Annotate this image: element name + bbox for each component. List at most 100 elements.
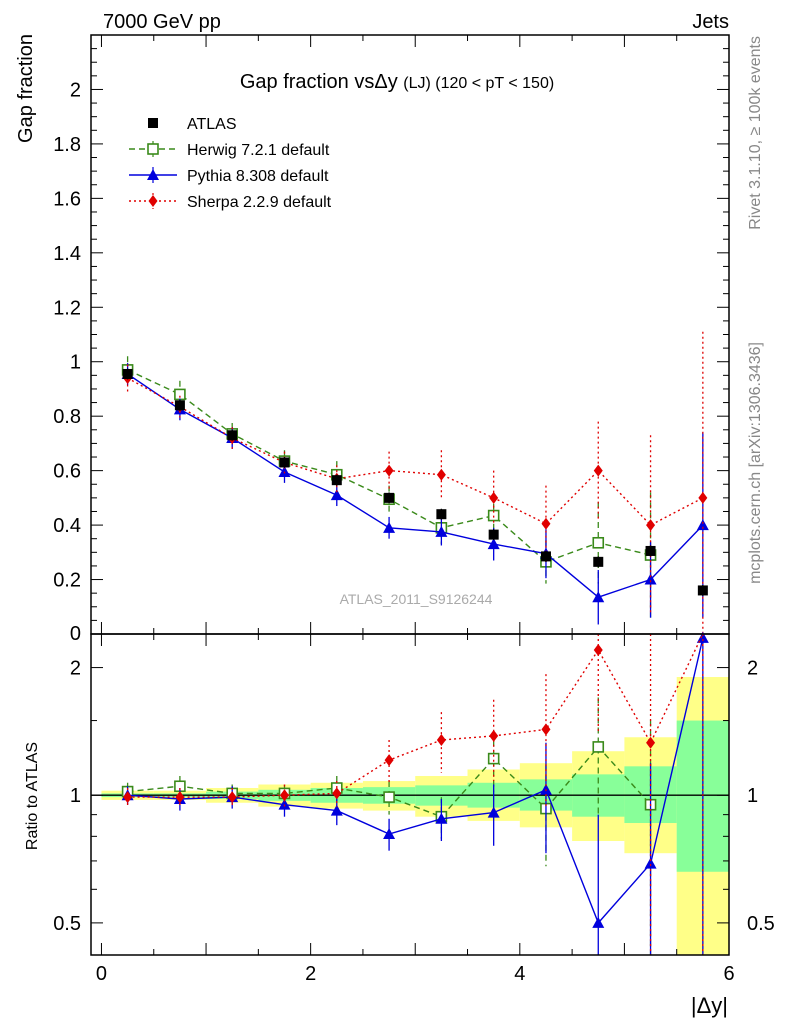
upper-point-sherpa [593,464,603,477]
upper-ytick-label: 1.4 [53,243,81,265]
lower-ylabel: Ratio to ATLAS [24,742,41,850]
lower-point-sherpa [489,729,499,742]
legend: ATLAS Herwig 7.2.1 default Pythia 8.308 de… [129,116,332,211]
lower-point-pythia [435,812,448,824]
lower-point-herwig [592,741,605,753]
upper-point-atlas [645,545,656,556]
chart-title: Gap fraction vsΔy (LJ) (120 < pT < 150) [240,71,554,93]
lower-xlabel: |Δy| [691,993,728,1018]
legend-marker-herwig [147,143,159,155]
lower-point-pythia [330,804,343,816]
upper-line-sherpa [127,377,704,526]
lower-point-sherpa [175,791,185,804]
lower-ytick-label-right: 1 [747,785,758,807]
lower-point-pythia [278,798,291,810]
upper-panel: 0.2 0.4 0.6 0.8 1 1.2 1.4 1.6 1.8 2 0 [53,34,730,645]
lower-point-sherpa [332,787,342,800]
lower-point-sherpa [123,791,133,804]
lower-xtick-label: 6 [723,963,734,985]
upper-point-atlas [697,585,708,596]
legend-label-pythia: Pythia 8.308 default [187,168,329,185]
upper-point-herwig [174,388,186,401]
upper-ytick-label: 0.4 [53,515,81,537]
upper-point-pythia [330,489,343,501]
lower-point-sherpa [384,754,394,767]
upper-point-pythia [696,519,709,531]
upper-point-sherpa [541,517,551,530]
upper-point-pythia [383,521,396,533]
chart-title-main: Gap fraction vs [240,71,375,93]
legend-label-atlas: ATLAS [187,116,237,133]
upper-point-pythia [435,525,448,537]
lower-ytick-label: 0.5 [53,913,81,935]
upper-point-pythia [278,465,291,477]
legend-marker-pythia [147,169,159,180]
upper-point-pythia [644,573,657,585]
lower-point-pythia [487,806,500,818]
upper-point-atlas [384,492,395,503]
lower-point-sherpa [593,644,603,657]
rivet-label: Rivet 3.1.10, ≥ 100k events [747,36,764,230]
upper-point-sherpa [436,468,446,481]
upper-point-atlas [174,400,185,411]
lower-panel: 0.5 0.5 1 1 2 2 0 2 4 6 [53,631,775,985]
header-left: 7000 GeV pp [103,11,221,33]
lower-point-pythia [644,857,657,869]
lower-point-pythia [592,916,605,928]
lower-ytick-label-right: 2 [747,658,758,680]
chart-title-tail: (LJ) (120 < pT < 150) [403,75,554,92]
lower-ytick-label: 2 [70,658,81,680]
upper-ytick-label: 1 [70,352,81,374]
lower-xtick-label: 0 [96,963,107,985]
upper-point-atlas [279,457,290,468]
upper-point-pythia [592,591,605,603]
chart-title-delta: Δy [374,71,397,93]
lower-point-herwig [487,752,500,765]
upper-point-atlas [593,556,604,567]
upper-point-atlas [227,430,238,441]
upper-point-herwig [487,509,500,522]
lower-point-pythia [383,828,396,840]
mcplots-label: mcplots.cern.ch [arXiv:1306.3436] [747,342,764,584]
upper-point-atlas [436,509,447,520]
upper-ytick-label: 0.6 [53,461,81,483]
lower-line-sherpa [127,633,704,798]
lower-point-sherpa [541,723,551,736]
upper-ytick-label: 1.6 [53,188,81,210]
analysis-watermark: ATLAS_2011_S9126244 [340,591,493,607]
legend-label-sherpa: Sherpa 2.2.9 default [187,194,332,211]
upper-series-sherpa [123,331,708,634]
legend-item-atlas: ATLAS [148,116,237,133]
lower-xtick-label: 4 [514,963,525,985]
upper-point-atlas [331,475,342,486]
legend-item-sherpa: Sherpa 2.2.9 default [129,193,332,211]
legend-label-herwig: Herwig 7.2.1 default [187,142,330,159]
lower-point-sherpa [227,791,237,804]
lower-ytick-label-right: 0.5 [747,913,775,935]
upper-ytick-label: 2 [70,79,81,101]
lower-xtick-label: 2 [305,963,316,985]
lower-point-sherpa [646,736,656,749]
upper-point-sherpa [698,491,708,504]
upper-ytick-label: 1.8 [53,134,81,156]
upper-ytick-label: 0 [70,623,81,645]
upper-point-atlas [122,368,133,379]
upper-point-sherpa [384,464,394,477]
upper-point-atlas [540,551,551,562]
header-right: Jets [692,11,729,33]
lower-ytick-label: 1 [70,785,81,807]
upper-point-sherpa [489,491,499,504]
legend-item-herwig: Herwig 7.2.1 default [129,141,330,159]
lower-point-herwig [383,791,395,803]
lower-frame [90,633,730,956]
upper-series-atlas [122,368,708,596]
lower-point-sherpa [436,733,446,746]
legend-marker-atlas [148,118,158,128]
lower-series-sherpa [123,633,704,955]
upper-ytick-label: 0.8 [53,406,81,428]
upper-ytick-label: 0.2 [53,570,81,592]
lower-point-sherpa [279,789,289,802]
upper-line-pythia [127,373,704,598]
upper-point-sherpa [646,519,656,532]
